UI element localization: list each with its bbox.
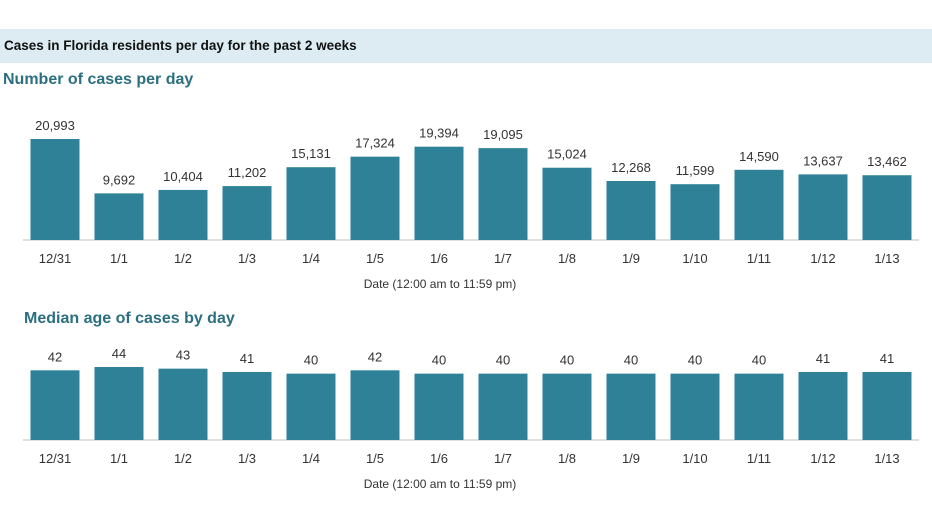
bar xyxy=(798,174,848,240)
data-label: 17,324 xyxy=(355,136,395,151)
bar xyxy=(414,373,464,440)
x-tick-label: 1/13 xyxy=(874,251,899,266)
cases-chart-title: Number of cases per day xyxy=(3,71,194,88)
bar xyxy=(606,180,656,240)
data-label: 42 xyxy=(368,349,382,364)
x-tick-label: 1/1 xyxy=(110,451,128,466)
x-tick-label: 1/10 xyxy=(682,251,707,266)
data-label: 14,590 xyxy=(739,149,779,164)
data-label: 43 xyxy=(176,348,190,363)
x-axis-label: Date (12:00 am to 11:59 pm) xyxy=(364,277,517,291)
bar xyxy=(30,370,80,440)
data-label: 12,268 xyxy=(611,160,651,175)
bar xyxy=(670,373,720,440)
data-label: 44 xyxy=(112,346,126,361)
x-tick-label: 1/8 xyxy=(558,451,576,466)
data-label: 40 xyxy=(560,353,574,368)
data-label: 10,404 xyxy=(163,169,203,184)
x-tick-label: 12/31 xyxy=(39,251,72,266)
bar xyxy=(286,167,336,240)
x-tick-label: 1/1 xyxy=(110,251,128,266)
data-label: 40 xyxy=(432,353,446,368)
data-label: 11,599 xyxy=(676,163,715,178)
bar xyxy=(606,373,656,440)
bar xyxy=(94,367,144,440)
bar xyxy=(158,368,208,440)
data-label: 40 xyxy=(496,353,510,368)
x-tick-label: 1/5 xyxy=(366,251,384,266)
x-tick-label: 1/7 xyxy=(494,451,512,466)
x-tick-label: 1/11 xyxy=(747,251,771,266)
bar xyxy=(222,371,272,440)
data-label: 40 xyxy=(752,353,766,368)
x-tick-label: 1/6 xyxy=(430,451,448,466)
x-tick-label: 1/11 xyxy=(747,451,771,466)
median-age-chart-title: Median age of cases by day xyxy=(24,310,235,327)
data-label: 13,637 xyxy=(803,153,843,168)
bar xyxy=(798,371,848,440)
cases-per-day-chart: 20,993 12/31 9,692 1/1 10,404 1/2 11,202 1/3 15,… xyxy=(23,118,919,291)
bar xyxy=(734,169,784,240)
x-axis-label: Date (12:00 am to 11:59 pm) xyxy=(364,477,517,491)
x-tick-label: 1/13 xyxy=(874,451,899,466)
bar xyxy=(350,156,400,240)
bar xyxy=(414,146,464,240)
x-tick-label: 1/9 xyxy=(622,451,640,466)
bar xyxy=(734,373,784,440)
data-label: 19,394 xyxy=(419,126,459,141)
x-tick-label: 1/10 xyxy=(682,451,707,466)
x-tick-label: 1/7 xyxy=(494,251,512,266)
data-label: 9,692 xyxy=(103,172,136,187)
x-tick-label: 12/31 xyxy=(39,451,72,466)
bar xyxy=(286,373,336,440)
x-tick-label: 1/3 xyxy=(238,451,256,466)
data-label: 41 xyxy=(880,351,894,366)
bar xyxy=(542,373,592,440)
median-age-chart: 42 12/31 44 1/1 43 1/2 41 1/3 40 1/4 42 1/5 40 1/6 40 1… xyxy=(23,346,919,491)
x-tick-label: 1/4 xyxy=(302,451,320,466)
x-tick-label: 1/12 xyxy=(810,451,835,466)
data-label: 15,131 xyxy=(291,146,331,161)
data-label: 13,462 xyxy=(867,154,907,169)
x-tick-label: 1/3 xyxy=(238,251,256,266)
bar xyxy=(542,167,592,240)
bar xyxy=(30,139,80,240)
bar xyxy=(478,373,528,440)
data-label: 19,095 xyxy=(483,127,523,142)
data-label: 40 xyxy=(688,353,702,368)
bar xyxy=(94,193,144,240)
x-tick-label: 1/4 xyxy=(302,251,320,266)
x-tick-label: 1/9 xyxy=(622,251,640,266)
bar xyxy=(350,370,400,440)
page-title: Cases in Florida residents per day for t… xyxy=(4,38,357,53)
x-tick-label: 1/8 xyxy=(558,251,576,266)
data-label: 41 xyxy=(816,351,830,366)
data-label: 40 xyxy=(304,353,318,368)
x-tick-label: 1/6 xyxy=(430,251,448,266)
header-banner: Cases in Florida residents per day for t… xyxy=(0,29,932,63)
data-label: 40 xyxy=(624,353,638,368)
data-label: 15,024 xyxy=(547,147,587,162)
bar xyxy=(862,175,912,240)
bar xyxy=(158,189,208,240)
x-tick-label: 1/2 xyxy=(174,451,192,466)
x-tick-label: 1/2 xyxy=(174,251,192,266)
data-label: 11,202 xyxy=(228,165,267,180)
bar xyxy=(670,184,720,240)
bar xyxy=(222,186,272,240)
bar xyxy=(478,148,528,240)
data-label: 42 xyxy=(48,349,62,364)
x-tick-label: 1/12 xyxy=(810,251,835,266)
data-label: 41 xyxy=(240,351,254,366)
data-label: 20,993 xyxy=(35,118,75,133)
x-tick-label: 1/5 xyxy=(366,451,384,466)
bar xyxy=(862,371,912,440)
